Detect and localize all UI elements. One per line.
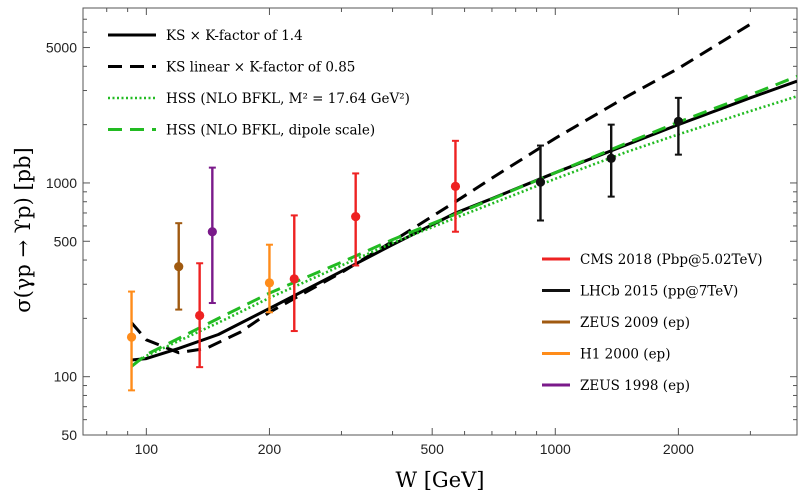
legend-data-label: ZEUS 1998 (ep) <box>580 378 690 394</box>
legend-curve-label: KS linear × K-factor of 0.85 <box>166 60 355 76</box>
x-tick-label: 1000 <box>540 441 571 457</box>
plot-border <box>82 7 798 436</box>
data-point <box>195 310 205 321</box>
legend-data-label: H1 2000 (ep) <box>580 347 670 363</box>
curve-series-1 <box>131 79 797 362</box>
data-points <box>126 96 683 392</box>
y-tick-label: 50 <box>61 427 77 443</box>
data-point <box>174 262 184 272</box>
x-axis-title: W [GeV] <box>395 468 484 492</box>
legend-curve-label: HSS (NLO BFKL, M² = 17.64 GeV²) <box>166 91 410 107</box>
data-point <box>535 177 546 187</box>
x-tick-label: 500 <box>421 441 445 457</box>
legend-curves: KS × K-factor of 1.4 KS linear × K-factor… <box>108 28 410 139</box>
x-axis-ticks: 100 200 500 1000 2000 <box>82 8 751 457</box>
data-point <box>351 212 361 222</box>
legend-data-label: CMS 2018 (Pbp@5.02TeV) <box>580 252 763 268</box>
legend-data-label: LHCb 2015 (pp@7TeV) <box>580 284 738 300</box>
y-axis-title: σ(γp → ϒp) [pb] <box>11 147 35 312</box>
data-point <box>207 227 217 237</box>
legend-data-label: ZEUS 2009 (ep) <box>580 315 690 331</box>
data-point <box>289 274 299 284</box>
data-point <box>673 116 683 126</box>
x-tick-label: 2000 <box>663 441 694 457</box>
y-tick-label: 1000 <box>46 175 77 191</box>
data-point <box>450 181 461 191</box>
data-point <box>264 278 275 288</box>
y-tick-label: 5000 <box>46 40 77 56</box>
y-tick-label: 500 <box>54 233 78 249</box>
theory-curves <box>130 22 797 368</box>
y-tick-label: 100 <box>54 369 78 385</box>
data-point <box>606 153 616 163</box>
data-point <box>126 332 137 342</box>
legend-data: CMS 2018 (Pbp@5.02TeV) LHCb 2015 (pp@7TeV… <box>542 252 763 394</box>
plot-frame <box>82 7 798 436</box>
y-axis-ticks: 50 100 500 1000 5000 <box>46 7 797 443</box>
x-tick-label: 200 <box>258 441 282 457</box>
legend-curve-label: KS × K-factor of 1.4 <box>166 28 303 44</box>
legend-curve-label: HSS (NLO BFKL, dipole scale) <box>166 123 375 139</box>
curve-series-2 <box>130 22 752 355</box>
x-tick-label: 100 <box>135 441 159 457</box>
